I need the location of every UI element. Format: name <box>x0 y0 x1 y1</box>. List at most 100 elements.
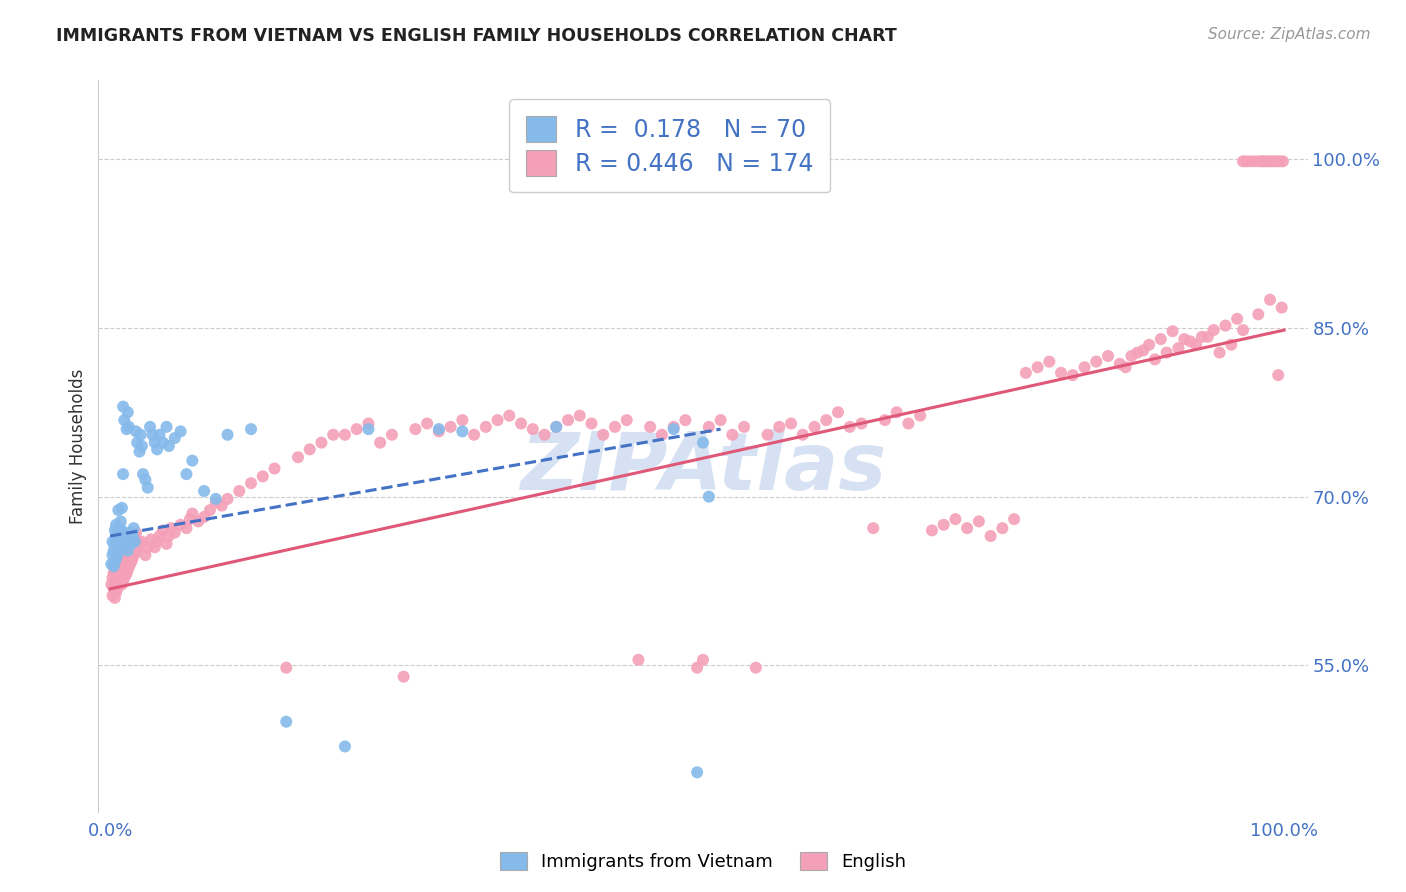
Point <box>1026 360 1049 375</box>
Point <box>427 425 450 439</box>
Point <box>115 548 138 562</box>
Point <box>1215 318 1237 333</box>
Point <box>125 425 148 439</box>
Y-axis label: Family Households: Family Households <box>69 368 87 524</box>
Point <box>439 420 461 434</box>
Point <box>1173 332 1195 346</box>
Point <box>128 537 150 551</box>
Point <box>160 521 183 535</box>
Point <box>697 420 720 434</box>
Point <box>104 524 127 538</box>
Point <box>510 417 533 431</box>
Point <box>240 476 263 491</box>
Point <box>745 661 768 675</box>
Point <box>122 521 145 535</box>
Point <box>155 537 177 551</box>
Point <box>104 591 127 605</box>
Point <box>120 537 142 551</box>
Point <box>104 555 127 569</box>
Point <box>127 435 149 450</box>
Point <box>873 413 896 427</box>
Point <box>181 507 204 521</box>
Point <box>1268 154 1291 169</box>
Point <box>427 422 450 436</box>
Point <box>662 422 685 436</box>
Point <box>1232 323 1254 337</box>
Point <box>115 422 138 436</box>
Point <box>710 413 733 427</box>
Point <box>101 548 124 562</box>
Point <box>1121 349 1143 363</box>
Point <box>392 670 415 684</box>
Point <box>1126 345 1149 359</box>
Point <box>768 420 790 434</box>
Point <box>673 413 696 427</box>
Point <box>1264 154 1286 169</box>
Point <box>112 574 135 588</box>
Point <box>686 765 709 780</box>
Point <box>381 427 404 442</box>
Point <box>627 653 650 667</box>
Point <box>1002 512 1025 526</box>
Point <box>1062 368 1084 383</box>
Point <box>169 425 191 439</box>
Point <box>287 450 309 465</box>
Point <box>100 557 122 571</box>
Point <box>1085 354 1108 368</box>
Point <box>346 422 368 436</box>
Point <box>1137 337 1160 351</box>
Point <box>124 529 146 543</box>
Point <box>152 524 174 538</box>
Point <box>105 534 128 549</box>
Point <box>110 533 132 547</box>
Point <box>263 461 285 475</box>
Point <box>176 521 198 535</box>
Point <box>1247 307 1270 321</box>
Point <box>107 577 129 591</box>
Point <box>114 551 136 566</box>
Legend: R =  0.178   N = 70, R = 0.446   N = 174: R = 0.178 N = 70, R = 0.446 N = 174 <box>509 99 831 193</box>
Point <box>105 551 128 566</box>
Point <box>125 525 148 540</box>
Point <box>956 521 979 535</box>
Point <box>127 541 149 555</box>
Point <box>252 469 274 483</box>
Point <box>603 420 626 434</box>
Point <box>105 517 128 532</box>
Point <box>118 543 141 558</box>
Point <box>136 481 159 495</box>
Point <box>141 427 163 442</box>
Point <box>792 427 814 442</box>
Point <box>128 444 150 458</box>
Point <box>1050 366 1073 380</box>
Point <box>980 529 1002 543</box>
Point <box>568 409 591 423</box>
Point <box>217 491 239 506</box>
Point <box>1108 357 1130 371</box>
Point <box>179 512 201 526</box>
Point <box>105 557 128 571</box>
Point <box>1271 154 1294 169</box>
Point <box>169 517 191 532</box>
Point <box>733 420 755 434</box>
Point <box>1254 154 1277 169</box>
Point <box>311 435 333 450</box>
Point <box>827 405 849 419</box>
Point <box>120 541 142 555</box>
Point <box>141 533 163 547</box>
Point <box>112 400 135 414</box>
Point <box>886 405 908 419</box>
Point <box>1150 332 1173 346</box>
Point <box>105 548 128 562</box>
Point <box>108 537 131 551</box>
Point <box>108 559 131 574</box>
Point <box>124 546 146 560</box>
Point <box>105 582 128 596</box>
Point <box>1271 301 1294 315</box>
Point <box>862 521 884 535</box>
Point <box>176 467 198 482</box>
Point <box>105 531 128 545</box>
Point <box>546 420 568 434</box>
Point <box>111 500 134 515</box>
Point <box>897 417 920 431</box>
